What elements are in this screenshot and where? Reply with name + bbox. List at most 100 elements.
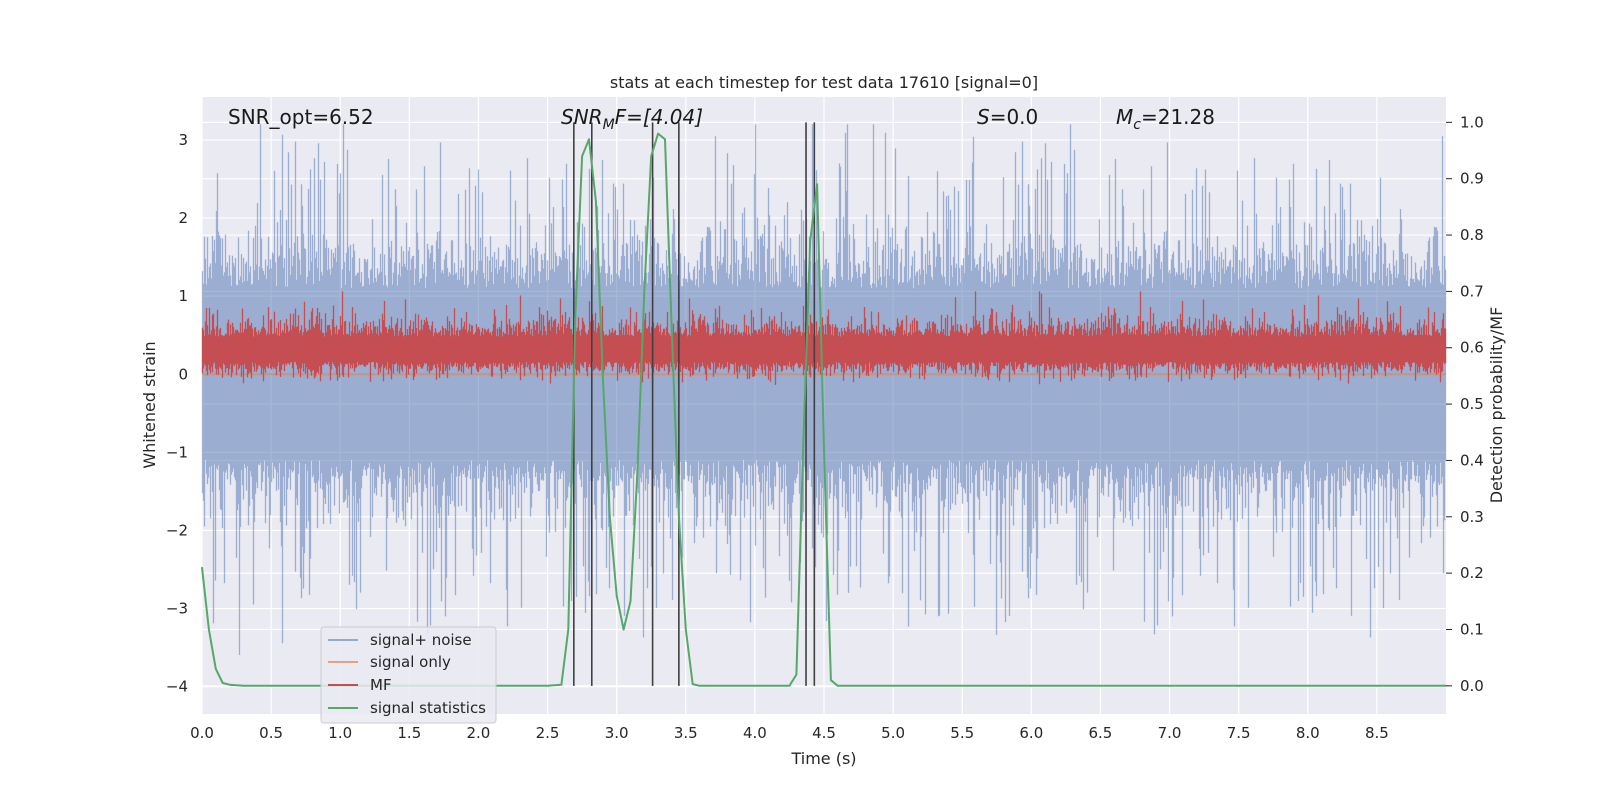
signal-statistics-point-32 — [788, 685, 791, 687]
signal-statistics-point-16 — [608, 515, 611, 518]
annotation-snr-mf-base: SNR — [561, 105, 603, 129]
annotation-mc-base: M — [1116, 105, 1133, 129]
signal-statistics-point-15 — [602, 375, 604, 377]
y-left-tick-label-0: 3 — [178, 131, 188, 149]
x-tick-label-3: 1.5 — [397, 724, 421, 742]
signal-statistics-point-22 — [650, 155, 653, 157]
mf-trace — [201, 291, 1447, 386]
x-tick-label-4: 2.0 — [467, 724, 491, 742]
signal-statistics-point-34 — [802, 442, 805, 445]
legend-label-mf: MF — [370, 676, 392, 694]
signal-statistics-point-25 — [671, 335, 673, 338]
x-tick-label-10: 5.0 — [881, 724, 905, 742]
annotation-s-var: S — [977, 105, 990, 129]
x-tick-label-0: 0.0 — [190, 724, 214, 742]
x-tick-label-1: 0.5 — [259, 724, 283, 742]
signal-statistics-point-38 — [830, 679, 832, 681]
x-tick-label-9: 4.5 — [812, 724, 836, 742]
y-right-tick-label-3: 0.7 — [1460, 282, 1484, 300]
y-left-tick-label-3: 0 — [178, 365, 188, 383]
signal-statistics-point-18 — [622, 628, 625, 631]
x-tick-label-13: 6.5 — [1089, 724, 1113, 742]
annotation-snr-opt: SNR_opt=6.52 — [228, 105, 374, 129]
x-tick-label-5: 2.5 — [536, 724, 560, 742]
x-axis-label: Time (s) — [790, 749, 856, 768]
y-right-tick-label-8: 0.2 — [1460, 564, 1484, 582]
y-left-tick-label-1: 2 — [178, 209, 188, 227]
x-tick-label-6: 3.0 — [605, 724, 629, 742]
y-right-tick-label-4: 0.6 — [1460, 339, 1484, 357]
signal-statistics-point-33 — [795, 673, 798, 676]
signal-statistics-point-2 — [215, 668, 217, 670]
y-right-tick-label-7: 0.3 — [1460, 508, 1484, 526]
signal-statistics-point-31 — [754, 685, 756, 687]
x-ticks: 0.0 0.5 1.0 1.5 2.0 2.5 3.0 3.5 4.0 4.5 5.0 5.5 6.0 6… — [190, 724, 1389, 742]
x-tick-label-17: 8.5 — [1365, 724, 1389, 742]
y-left-tick-label-4: −1 — [166, 443, 188, 461]
signal-statistics-point-26 — [678, 515, 680, 518]
y-right-tick-label-2: 0.8 — [1460, 226, 1484, 244]
signal-statistics-point-35 — [809, 239, 811, 242]
signal-statistics-point-24 — [664, 138, 666, 141]
signal-statistics-point-36 — [816, 183, 818, 186]
x-tick-label-14: 7.0 — [1158, 724, 1182, 742]
x-tick-label-7: 3.5 — [674, 724, 698, 742]
annotation-snr-mf-rest: F=[4.04] — [615, 105, 703, 129]
x-tick-label-15: 7.5 — [1227, 724, 1251, 742]
signal-statistics-point-14 — [595, 200, 597, 203]
y-right-tick-label-5: 0.5 — [1460, 395, 1484, 413]
legend: signal+ noise signal only MF signal stat… — [320, 626, 497, 724]
signal-statistics-point-12 — [581, 155, 583, 157]
y-right-tick-label-0: 1.0 — [1460, 113, 1484, 131]
y-axis-label-right: Detection probability/MF — [1487, 307, 1506, 504]
y-right-tick-label-1: 0.9 — [1460, 170, 1484, 188]
y-right-tick-label-9: 0.1 — [1460, 620, 1484, 638]
y-left-tick-label-7: −4 — [166, 678, 188, 696]
y-right-tick-label-10: 0.0 — [1460, 677, 1484, 695]
signal-statistics-point-1 — [208, 628, 210, 631]
legend-label-signal-noise: signal+ noise — [370, 631, 472, 649]
legend-label-signal-statistics: signal statistics — [370, 699, 486, 717]
signal-statistics-point-13 — [588, 138, 590, 141]
y-ticks-right: 1.0 0.9 0.8 0.7 0.6 0.5 0.4 0.3 0.2 0.1 0.0 — [1446, 113, 1484, 695]
signal-statistics-point-30 — [705, 685, 708, 687]
x-tick-label-8: 4.0 — [743, 724, 767, 742]
chart-title: stats at each timestep for test data 176… — [610, 73, 1038, 92]
annotation-snr-mf: SNRMF=[4.04] — [561, 105, 703, 133]
annotation-s: S=0.0 — [977, 105, 1038, 129]
signal-statistics-point-28 — [691, 683, 694, 685]
signal-statistics-point-0 — [201, 566, 203, 569]
annotation-snr-mf-sub: M — [603, 117, 615, 133]
signal-statistics-point-11 — [574, 318, 576, 321]
signal-statistics-point-39 — [837, 685, 839, 687]
x-tick-label-2: 1.0 — [328, 724, 352, 742]
signal-statistics-point-37 — [823, 448, 825, 450]
y-axis-label-left: Whitened strain — [140, 341, 159, 468]
annotation-mc-rest: =21.28 — [1141, 105, 1215, 129]
y-left-tick-label-5: −2 — [166, 521, 188, 539]
signal-statistics-point-20 — [636, 470, 639, 473]
legend-box — [320, 626, 497, 724]
y-left-tick-label-6: −3 — [166, 600, 188, 618]
x-tick-label-12: 6.0 — [1019, 724, 1043, 742]
signal-statistics-point-27 — [684, 628, 687, 631]
signal-statistics-point-40 — [892, 685, 894, 687]
y-ticks-left: 3 2 1 0 −1 −2 −3 −4 — [166, 131, 188, 696]
signal-statistics-point-29 — [698, 685, 701, 687]
y-left-tick-label-2: 1 — [178, 287, 188, 305]
signal-statistics-point-21 — [643, 290, 646, 293]
x-tick-label-11: 5.5 — [950, 724, 974, 742]
legend-label-signal-only: signal only — [370, 653, 451, 671]
signal-statistics-point-10 — [567, 628, 570, 631]
signal-statistics-point-4 — [228, 683, 231, 686]
signal-statistics-point-8 — [546, 685, 549, 687]
signal-statistics-point-23 — [657, 132, 659, 135]
signal-statistics-point-19 — [629, 600, 632, 603]
signal-statistics-point-3 — [221, 682, 224, 684]
annotation-mc-sub: c — [1133, 117, 1141, 133]
annotation-mc: Mc=21.28 — [1116, 105, 1215, 133]
x-tick-label-16: 8.0 — [1296, 724, 1320, 742]
y-right-tick-label-6: 0.4 — [1460, 451, 1484, 469]
